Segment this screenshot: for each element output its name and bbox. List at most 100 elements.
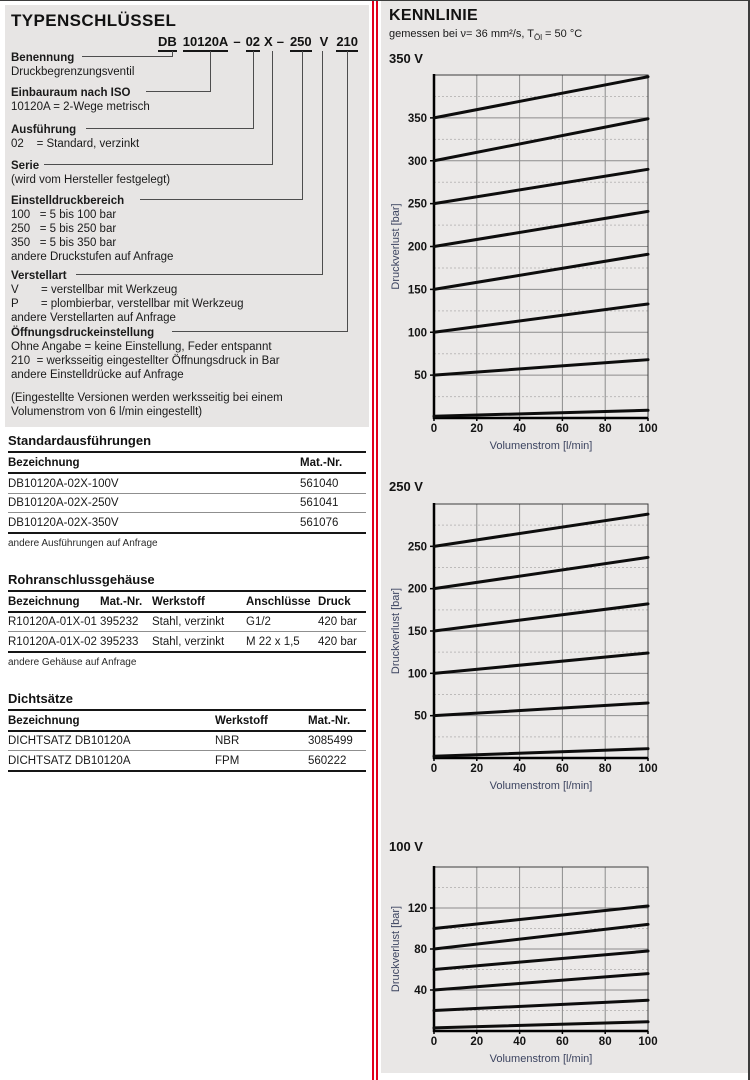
curve-einstellung-100-bar xyxy=(432,302,650,334)
y-tick-label: 200 xyxy=(408,242,427,254)
table-cell: Stahl, verzinkt xyxy=(152,611,246,632)
x-tick-label: 60 xyxy=(556,763,569,775)
x-axis-title: Volumenstrom [l/min] xyxy=(490,1053,593,1065)
code-legend-line: Ohne Angabe = keine Einstellung, Feder e… xyxy=(11,341,272,353)
kennlinie-chart-100v: 0 20 40 60 80 100 40 80 120 Volumenstrom [l/min] D… xyxy=(390,866,658,1065)
table-header-cell: Werkstoff xyxy=(152,591,246,613)
table-section: Dichtsätze Bezeichnung Werkstoff Mat.-Nr. DI… xyxy=(8,691,366,772)
y-tick-label: 350 xyxy=(408,113,427,125)
table-cell: R10120A-01X-01 xyxy=(8,611,100,632)
table-cell: DB10120A-02X-350V xyxy=(8,512,300,534)
table-cell: Stahl, verzinkt xyxy=(152,631,246,653)
y-tick-label: 100 xyxy=(408,327,427,339)
table-cell: 3085499 xyxy=(308,730,366,751)
code-legend-heading: Verstellart xyxy=(11,270,67,282)
table-cell: R10120A-01X-02 xyxy=(8,631,100,653)
code-legend-line: andere Verstellarten auf Anfrage xyxy=(11,312,176,324)
page-border-right xyxy=(748,1,750,1080)
code-legend-line: (wird vom Hersteller festgelegt) xyxy=(11,174,171,186)
typenschluessel-panel: TYPENSCHLÜSSEL DB 10120A –02 X –250 V 210 Bene… xyxy=(5,5,369,427)
code-connector xyxy=(140,51,303,200)
page-title-typenschluessel: TYPENSCHLÜSSEL xyxy=(11,11,177,30)
code-segment: 10120A xyxy=(182,34,229,52)
table-header-cell: Bezeichnung xyxy=(8,710,215,732)
conditions-suffix: = 50 °C xyxy=(542,28,583,40)
table-header-cell: Anschlüsse xyxy=(246,591,318,613)
table-cell: DB10120A-02X-250V xyxy=(8,493,300,513)
y-tick-label: 150 xyxy=(408,284,427,296)
code-legend-line: V = verstellbar mit Werkzeug xyxy=(11,284,178,296)
x-tick-label: 40 xyxy=(513,763,526,775)
table-row: DB10120A-02X-250V 561041 xyxy=(8,493,366,513)
y-tick-label: 250 xyxy=(408,199,427,211)
table-cell: FPM xyxy=(215,750,308,772)
curve-feder-entspannt xyxy=(432,408,650,418)
x-tick-label: 0 xyxy=(431,763,437,775)
x-tick-label: 100 xyxy=(638,1036,657,1048)
y-tick-label: 80 xyxy=(414,944,427,956)
table-header-cell: Bezeichnung xyxy=(8,453,300,474)
curve-einstellung-350-bar xyxy=(432,75,650,120)
x-tick-label: 100 xyxy=(638,423,657,435)
code-legend-block: Serie (wird vom Hersteller festgelegt) xyxy=(11,159,170,187)
code-legend-line: 250 = 5 bis 250 bar xyxy=(11,223,117,235)
y-tick-label: 40 xyxy=(414,985,427,997)
x-tick-label: 100 xyxy=(638,763,657,775)
curve-einstellung-150-bar xyxy=(432,602,650,633)
chart-title-350v: 350 V xyxy=(389,51,423,66)
x-tick-label: 60 xyxy=(556,1036,569,1048)
code-legend-block: Einbauraum nach ISO 10120A = 2-Wege metri… xyxy=(11,86,150,114)
table-cell: 560222 xyxy=(308,750,366,772)
table-title: Standardausführungen xyxy=(8,433,366,453)
table-header-cell: Bezeichnung xyxy=(8,591,100,613)
code-connector xyxy=(146,51,211,92)
curve-einstellung-100-bar xyxy=(432,651,650,675)
curve-feder-entspannt xyxy=(432,1020,650,1030)
table-title: Dichtsätze xyxy=(8,691,366,711)
x-axis-title: Volumenstrom [l/min] xyxy=(490,780,593,792)
curve-einstellung-200-bar xyxy=(432,555,650,591)
table-cell: 561076 xyxy=(300,512,366,534)
code-segment: 02 xyxy=(245,34,261,52)
code-connector xyxy=(172,51,348,332)
code-legend-line: 350 = 5 bis 350 bar xyxy=(11,237,117,249)
x-axis-title: Volumenstrom [l/min] xyxy=(490,440,593,452)
table-row: R10120A-01X-02 395233 Stahl, verzinkt M 22 … xyxy=(8,631,366,653)
kennlinie-panel: KENNLINIE gemessen bei ν= 36 mm²/s, TÖl … xyxy=(381,1,748,1073)
y-tick-label: 120 xyxy=(408,903,427,915)
ordering-code: DB 10120A –02 X –250 V 210 xyxy=(158,34,359,52)
code-legend-line: 02 = Standard, verzinkt xyxy=(11,138,140,150)
table-section: Rohranschlussgehäuse Bezeichnung Mat.-Nr. W… xyxy=(8,572,366,668)
code-legend-heading: Benennung xyxy=(11,52,75,64)
x-tick-label: 40 xyxy=(513,423,526,435)
table-footnote: andere Gehäuse auf Anfrage xyxy=(8,656,137,668)
x-tick-label: 20 xyxy=(470,1036,483,1048)
table-cell: 420 bar xyxy=(318,631,366,653)
code-legend-block: Benennung Druckbegrenzungsventil xyxy=(11,51,134,79)
table-row: DB10120A-02X-350V 561076 xyxy=(8,512,366,534)
x-tick-label: 20 xyxy=(470,763,483,775)
y-axis-title: Druckverlust [bar] xyxy=(390,588,402,674)
y-tick-label: 150 xyxy=(408,626,427,638)
code-legend-line: 210 = werksseitig eingestellter Öffnungs… xyxy=(11,355,280,367)
code-connector xyxy=(44,51,273,165)
x-tick-label: 80 xyxy=(599,1036,612,1048)
code-legend-heading: Einbauraum nach ISO xyxy=(11,87,131,99)
factory-setting-note-line: (Eingestellte Versionen werden werksseit… xyxy=(11,392,283,404)
code-segment: 210 xyxy=(336,34,359,52)
curve-einstellung-20-bar xyxy=(432,998,650,1012)
conditions-subscript: Öl xyxy=(534,33,542,43)
table-header-cell: Werkstoff xyxy=(215,710,308,732)
y-tick-label: 250 xyxy=(408,541,427,553)
code-connector xyxy=(86,51,254,129)
y-tick-label: 100 xyxy=(408,668,427,680)
data-table: Bezeichnung Mat.-Nr. Werkstoff Anschlüsse Dr… xyxy=(8,591,366,653)
code-connector xyxy=(76,51,323,275)
curve-einstellung-80-bar xyxy=(432,922,650,951)
factory-setting-note: (Eingestellte Versionen werden werksseit… xyxy=(11,391,283,419)
red-divider-thick xyxy=(375,1,378,1080)
table-cell: DICHTSATZ DB10120A xyxy=(8,730,215,751)
code-legend-line: Druckbegrenzungsventil xyxy=(11,66,135,78)
curve-einstellung-40-bar xyxy=(432,972,650,992)
